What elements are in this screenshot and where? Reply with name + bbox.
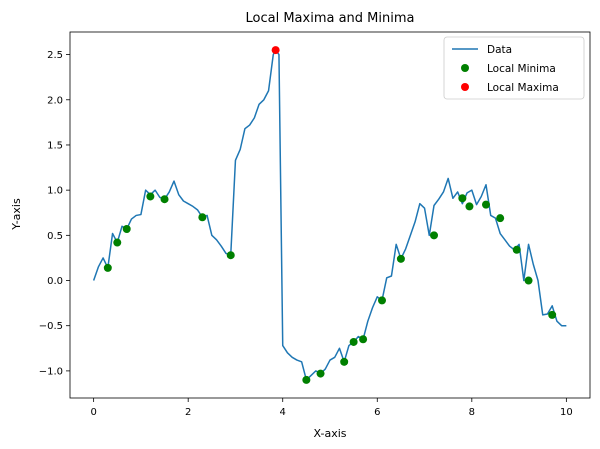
legend-dot-swatch xyxy=(461,64,469,72)
y-tick-label: 0.0 xyxy=(47,276,63,287)
local-minimum-point xyxy=(103,263,112,272)
local-minimum-point xyxy=(349,337,358,346)
local-minimum-point xyxy=(524,276,533,285)
x-tick-label: 10 xyxy=(560,407,573,418)
local-minimum-point xyxy=(482,200,490,209)
local-minimum-point xyxy=(378,296,386,305)
x-axis-label: X-axis xyxy=(314,427,347,440)
y-tick-label: 1.0 xyxy=(47,186,63,197)
axes: 0 2 4 6 8 10 −1.0 −0.5 0.0 0.5 1.0 1.5 2.0 2.5 xyxy=(39,31,591,418)
y-tick-label: 2.5 xyxy=(47,50,63,61)
local-minimum-point xyxy=(548,310,557,319)
local-minimum-point xyxy=(430,231,438,240)
y-tick-label: −1.0 xyxy=(39,366,63,377)
chart-title: Local Maxima and Minima xyxy=(246,11,415,26)
local-minimum-point xyxy=(496,214,505,223)
local-minimum-point xyxy=(512,245,521,254)
x-tick-label: 4 xyxy=(280,407,286,418)
local-minimum-point xyxy=(458,194,467,203)
local-minimum-point xyxy=(226,251,235,260)
local-minimum-point xyxy=(160,195,169,204)
series-line-0 xyxy=(92,49,567,381)
local-minimum-point xyxy=(359,335,368,344)
local-minimum-point xyxy=(465,202,474,211)
local-minimum-point xyxy=(198,213,207,222)
axes-frame xyxy=(69,31,591,399)
local-minimum-point xyxy=(396,254,405,263)
local-minimum-point xyxy=(340,357,349,366)
y-tick-label: 0.5 xyxy=(47,231,63,242)
y-tick-label: 1.5 xyxy=(47,140,63,151)
legend-entry-label: Data xyxy=(487,44,512,56)
local-minimum-point xyxy=(302,375,311,384)
x-tick-label: 2 xyxy=(185,407,191,418)
local-maximum-point xyxy=(271,46,280,55)
plot-area xyxy=(92,46,567,384)
x-tick-label: 6 xyxy=(374,407,380,418)
local-minimum-point xyxy=(146,192,155,201)
local-minimum-point xyxy=(113,238,122,247)
local-minimum-point xyxy=(122,225,131,234)
legend-box xyxy=(443,36,585,100)
y-tick-label: 2.0 xyxy=(47,95,63,106)
x-tick-label: 0 xyxy=(90,407,96,418)
local-minimum-point xyxy=(316,369,325,378)
y-tick-label: −0.5 xyxy=(39,321,63,332)
x-tick-label: 8 xyxy=(469,407,475,418)
legend-entry-label: Local Maxima xyxy=(487,82,559,94)
legend-entry-label: Local Minima xyxy=(487,63,556,75)
legend: Data Local Minima Local Maxima xyxy=(443,36,585,100)
legend-dot-swatch xyxy=(461,83,469,91)
y-axis-label: Y-axis xyxy=(10,198,23,231)
